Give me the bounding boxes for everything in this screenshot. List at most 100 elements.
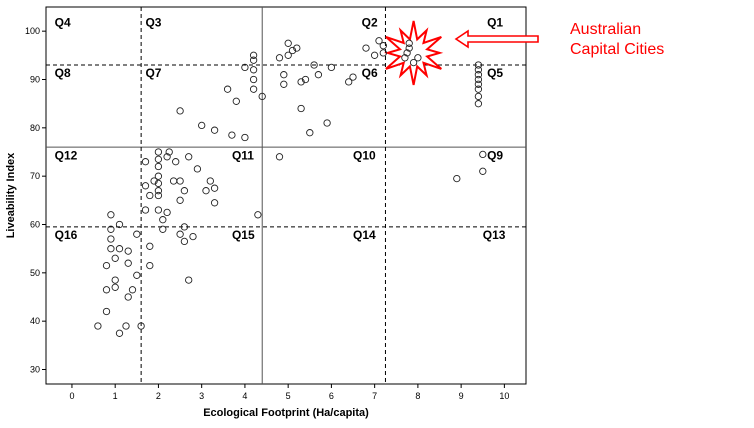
data-point [241, 133, 249, 142]
data-point [249, 75, 258, 84]
data-point [275, 153, 284, 161]
y-axis-label: Liveability Index [5, 152, 17, 238]
data-point [474, 85, 483, 93]
data-point [401, 54, 409, 62]
x-tick-label: 10 [499, 391, 509, 401]
data-point [223, 85, 232, 93]
plot-frame [45, 6, 527, 385]
data-point [154, 162, 163, 171]
data-point [154, 191, 163, 200]
annotation-line-2: Capital Cities [570, 41, 664, 58]
data-point [141, 158, 150, 166]
data-point [124, 259, 132, 267]
quadrant-label-q6: Q6 [362, 66, 378, 80]
quadrant-label-q2: Q2 [362, 15, 378, 29]
data-point [189, 232, 197, 241]
data-point [115, 220, 124, 229]
data-point [185, 153, 193, 161]
data-point [297, 78, 305, 86]
data-point [150, 177, 158, 185]
data-point [146, 191, 154, 200]
y-tick-label: 60 [30, 220, 40, 230]
data-point [115, 329, 124, 337]
data-point [141, 182, 150, 190]
data-point [210, 126, 219, 134]
quadrant-label-q1: Q1 [487, 15, 503, 29]
quadrant-label-q11: Q11 [232, 148, 254, 162]
data-point [193, 165, 202, 173]
quadrant-label-q13: Q13 [483, 228, 506, 242]
data-point [288, 46, 297, 55]
data-point [275, 54, 284, 62]
data-point [154, 187, 163, 195]
data-point [165, 148, 173, 156]
data-point [405, 44, 413, 52]
data-point [159, 225, 167, 233]
data-point [474, 80, 483, 88]
data-point [124, 293, 132, 301]
data-point [403, 49, 411, 57]
data-point [323, 119, 331, 127]
annotation-line-1: Australian [570, 21, 641, 38]
data-point [180, 187, 189, 195]
quadrant-label-q7: Q7 [145, 66, 161, 80]
data-point [258, 92, 266, 101]
data-point [474, 100, 483, 108]
data-point [345, 78, 353, 86]
data-point [107, 245, 115, 253]
data-point [202, 187, 210, 195]
quadrant-label-q9: Q9 [487, 148, 503, 162]
data-point [163, 208, 171, 217]
data-point [479, 150, 487, 159]
x-tick-label: 6 [329, 391, 334, 401]
data-point [102, 286, 111, 294]
data-point [176, 177, 184, 185]
data-point [111, 283, 119, 291]
data-point [102, 307, 111, 316]
data-point [180, 223, 189, 231]
data-point [249, 51, 258, 59]
data-point [249, 85, 258, 93]
data-point [210, 199, 219, 207]
data-point [206, 177, 214, 185]
y-tick-label: 80 [30, 123, 40, 133]
data-point [284, 51, 292, 59]
data-point [314, 71, 323, 79]
x-tick-label: 4 [242, 391, 247, 401]
data-point [210, 184, 219, 192]
data-point [414, 54, 422, 62]
data-point [232, 97, 240, 105]
data-point [107, 235, 115, 243]
data-point [133, 271, 141, 279]
quadrant-label-q10: Q10 [353, 148, 376, 162]
data-point [141, 206, 150, 214]
data-point [293, 44, 301, 52]
data-point [249, 56, 258, 64]
data-point [122, 322, 130, 330]
data-point [198, 121, 206, 130]
y-tick-label: 100 [25, 26, 40, 36]
x-tick-label: 5 [286, 391, 291, 401]
data-point [176, 107, 184, 115]
data-point [284, 39, 292, 47]
data-point [111, 276, 119, 284]
data-point [154, 172, 163, 180]
data-point [474, 61, 483, 69]
data-point [241, 63, 249, 72]
data-point [163, 153, 171, 161]
quadrant-label-q3: Q3 [145, 15, 161, 29]
data-point [185, 276, 193, 284]
data-point [133, 230, 141, 238]
data-point [474, 66, 483, 74]
x-tick-label: 1 [113, 391, 118, 401]
quadrant-label-q12: Q12 [55, 148, 78, 162]
y-tick-label: 90 [30, 75, 40, 85]
quadrant-label-q15: Q15 [232, 228, 255, 242]
data-point [297, 104, 305, 113]
x-tick-label: 2 [156, 391, 161, 401]
data-point [115, 245, 124, 253]
data-point [176, 230, 184, 238]
annotation-arrow [454, 29, 539, 49]
